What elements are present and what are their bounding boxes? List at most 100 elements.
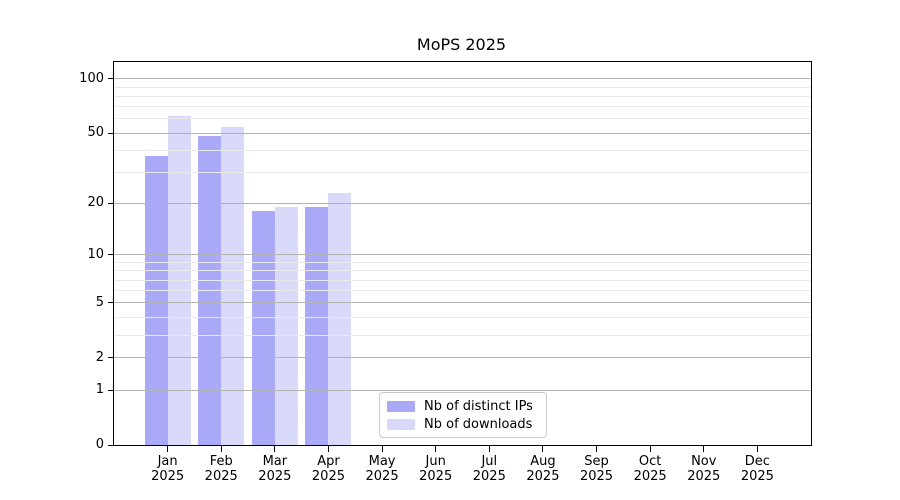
bar-mar-downloads — [274, 207, 298, 445]
x-tick-month: Jul — [481, 454, 498, 469]
x-tick-mark — [703, 446, 705, 452]
x-tick-mark — [596, 446, 598, 452]
chart-title: MoPS 2025 — [416, 35, 507, 54]
y-tick-mark — [108, 132, 114, 134]
legend-swatch-downloads — [387, 418, 415, 430]
x-tick-year: 2025 — [151, 469, 185, 484]
gridline-minor — [114, 270, 811, 272]
y-tick-label: 2 — [95, 349, 104, 365]
gridline-major — [114, 389, 811, 391]
gridline-major — [114, 302, 811, 304]
x-tick-label: Oct 2025 — [618, 454, 682, 484]
x-tick-label: Jul 2025 — [457, 454, 521, 484]
legend-label: Nb of downloads — [424, 416, 533, 432]
x-tick-month: Jun — [425, 454, 446, 469]
x-tick-mark — [649, 446, 651, 452]
legend-item-distinct-ips: Nb of distinct IPs — [387, 399, 546, 414]
x-tick-year: 2025 — [687, 469, 721, 484]
bar-feb-downloads — [221, 127, 245, 445]
bar-mar-ips — [251, 211, 275, 445]
x-tick-mark — [327, 446, 329, 452]
y-tick-label: 0 — [95, 437, 104, 452]
y-tick-mark — [108, 389, 114, 391]
y-tick-mark — [108, 357, 114, 359]
x-tick-month: Aug — [530, 454, 556, 469]
gridline-minor — [114, 316, 811, 318]
x-tick-label: Apr 2025 — [296, 454, 360, 484]
y-tick-mark — [108, 254, 114, 256]
x-tick-mark — [220, 446, 222, 452]
x-tick-month: Nov — [691, 454, 717, 469]
gridline-major — [114, 202, 811, 204]
x-tick-year: 2025 — [258, 469, 292, 484]
x-tick-month: Feb — [209, 454, 233, 469]
y-tick-label: 10 — [87, 246, 104, 262]
gridline-major — [114, 254, 811, 256]
x-tick-month: Jan — [157, 454, 178, 469]
legend-swatch-distinct-ips — [387, 400, 415, 412]
y-tick-label: 20 — [87, 195, 104, 211]
gridline-minor — [114, 279, 811, 281]
x-tick-label: Aug 2025 — [511, 454, 575, 484]
x-tick-year: 2025 — [204, 469, 238, 484]
x-tick-mark — [167, 446, 169, 452]
gridline-minor — [114, 149, 811, 151]
x-tick-label: Feb 2025 — [189, 454, 253, 484]
y-tick-mark — [108, 78, 114, 80]
y-tick-label: 50 — [87, 125, 104, 141]
gridline-major — [114, 132, 811, 134]
x-tick-year: 2025 — [311, 469, 345, 484]
y-tick-label: 1 — [95, 382, 104, 398]
y-tick-label: 5 — [95, 294, 104, 310]
x-tick-mark — [488, 446, 490, 452]
bar-apr-ips — [305, 207, 329, 445]
gridline-minor — [114, 86, 811, 88]
gridline-minor — [114, 172, 811, 174]
x-tick-month: Sep — [584, 454, 609, 469]
x-tick-mark — [435, 446, 437, 452]
gridline-minor — [114, 95, 811, 97]
x-tick-year: 2025 — [365, 469, 399, 484]
y-tick-mark — [108, 202, 114, 204]
y-tick-label: 100 — [79, 70, 104, 86]
x-tick-year: 2025 — [419, 469, 453, 484]
gridline-major — [114, 78, 811, 80]
x-tick-year: 2025 — [526, 469, 560, 484]
gridline-minor — [114, 290, 811, 292]
x-tick-month: Oct — [638, 454, 662, 469]
x-tick-mark — [381, 446, 383, 452]
legend-label: Nb of distinct IPs — [424, 398, 533, 414]
x-tick-label: Nov 2025 — [672, 454, 736, 484]
x-tick-month: Dec — [744, 454, 770, 469]
x-tick-mark — [542, 446, 544, 452]
bar-jan-ips — [144, 156, 168, 445]
gridline-minor — [114, 334, 811, 336]
x-tick-month: Apr — [317, 454, 340, 469]
x-tick-label: Sep 2025 — [565, 454, 629, 484]
plot-area: Nb of distinct IPs Nb of downloads 0 1 2 5 1… — [79, 61, 812, 484]
bar-jan-downloads — [167, 116, 191, 445]
x-tick-mark — [274, 446, 276, 452]
gridline-minor — [114, 261, 811, 263]
x-tick-mark — [756, 446, 758, 452]
x-tick-label: Jan 2025 — [136, 454, 200, 484]
x-tick-month: May — [368, 454, 396, 469]
x-tick-year: 2025 — [633, 469, 667, 484]
gridline-major — [114, 357, 811, 359]
y-tick-mark — [108, 444, 114, 446]
legend-item-downloads: Nb of downloads — [387, 417, 546, 432]
x-tick-month: Mar — [262, 454, 288, 469]
x-tick-year: 2025 — [579, 469, 614, 484]
x-tick-label: Dec 2025 — [725, 454, 789, 484]
x-tick-label: Mar 2025 — [243, 454, 307, 484]
x-tick-year: 2025 — [472, 469, 506, 484]
x-tick-label: May 2025 — [350, 454, 414, 484]
x-tick-year: 2025 — [740, 469, 774, 484]
x-tick-label: Jun 2025 — [404, 454, 468, 484]
gridline-minor — [114, 118, 811, 120]
bar-apr-downloads — [328, 192, 352, 445]
legend: Nb of distinct IPs Nb of downloads — [379, 392, 547, 438]
gridline-minor — [114, 106, 811, 108]
y-tick-mark — [108, 302, 114, 304]
